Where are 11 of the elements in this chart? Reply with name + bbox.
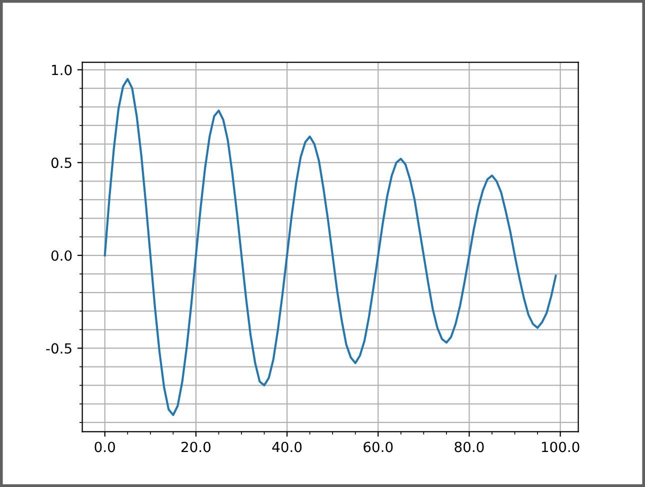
x-tick-label: 0.0 <box>94 442 115 452</box>
x-tick-label: 20.0 <box>181 442 210 452</box>
x-tick-label: 60.0 <box>364 442 393 452</box>
line-series <box>104 78 557 416</box>
x-tick-label: 40.0 <box>272 442 302 452</box>
x-tick-label: 80.0 <box>454 442 484 452</box>
y-tick-label: 0.5 <box>51 158 72 168</box>
x-tick-label: 100.0 <box>542 442 580 452</box>
y-tick-label: -0.5 <box>46 343 72 354</box>
y-tick-label: 1.0 <box>52 64 72 76</box>
y-tick-label: 0.0 <box>51 250 72 261</box>
